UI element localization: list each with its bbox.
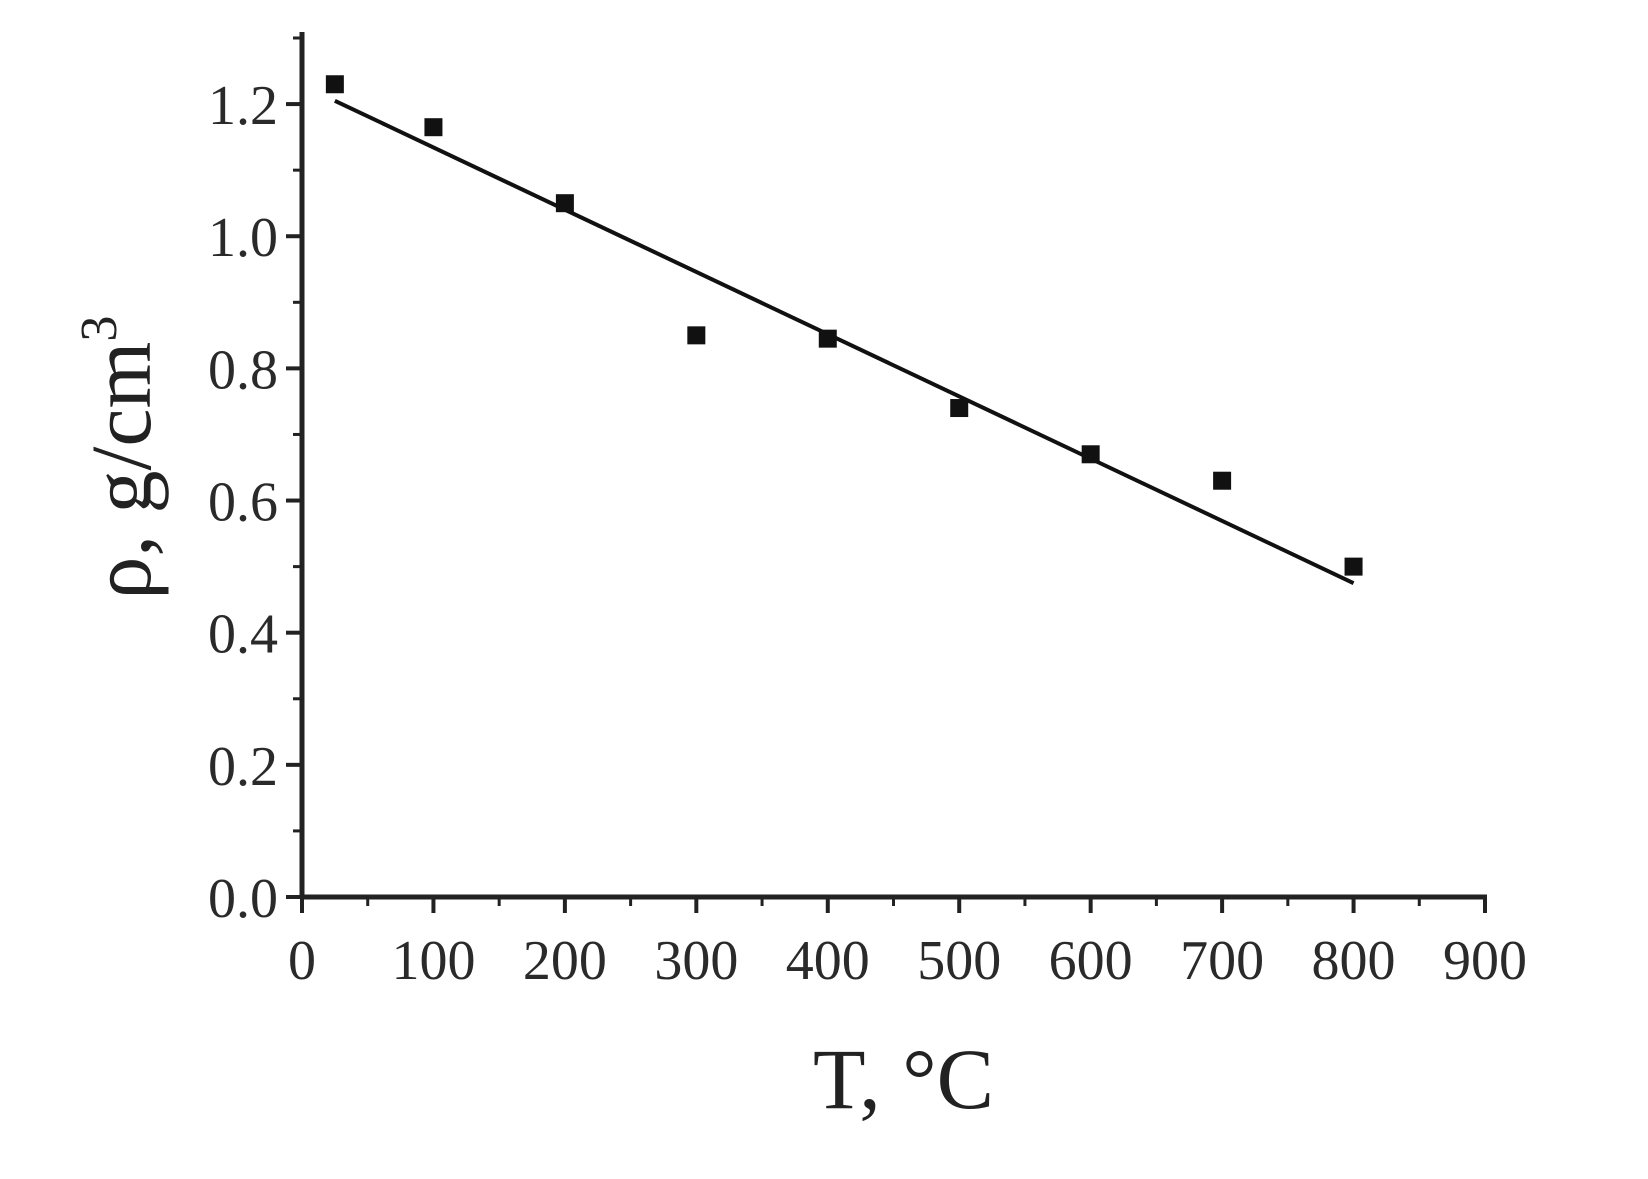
x-axis-label: T, °C xyxy=(813,1031,994,1127)
y-axis-label: ρ, g/cm3 xyxy=(71,316,169,600)
data-point xyxy=(325,75,344,94)
data-point xyxy=(1213,471,1232,490)
data-points xyxy=(325,75,1363,576)
x-tick-label: 400 xyxy=(786,930,870,992)
y-axis-ticks: 0.0 0.2 0.4 0.6 0.8 1.0 1.2 xyxy=(208,36,302,930)
x-tick-label: 500 xyxy=(917,930,1001,992)
data-point xyxy=(818,329,837,348)
x-tick-label: 600 xyxy=(1049,930,1133,992)
x-tick-label: 100 xyxy=(391,930,475,992)
data-point xyxy=(424,118,443,137)
fit-line-group xyxy=(334,98,1355,585)
y-tick-label: 1.0 xyxy=(208,207,278,269)
x-tick-label: 0 xyxy=(288,930,316,992)
data-point xyxy=(1081,445,1100,464)
y-tick-label: 1.2 xyxy=(208,75,278,137)
y-tick-label: 0.0 xyxy=(208,868,278,930)
x-tick-label: 800 xyxy=(1312,930,1396,992)
x-tick-label: 300 xyxy=(654,930,738,992)
y-tick-label: 0.6 xyxy=(208,472,278,534)
data-point xyxy=(555,194,574,213)
y-tick-label: 0.2 xyxy=(208,736,278,798)
y-tick-label: 0.8 xyxy=(208,339,278,401)
data-point xyxy=(950,399,969,418)
y-axis-label-text: ρ, g/cm xyxy=(73,342,169,600)
x-axis-ticks: 0 100 200 300 400 500 600 700 800 900 xyxy=(288,897,1527,992)
x-tick-label: 900 xyxy=(1443,930,1527,992)
fit-line xyxy=(334,98,1355,585)
data-point xyxy=(687,326,706,345)
x-tick-label: 200 xyxy=(523,930,607,992)
x-tick-label: 700 xyxy=(1180,930,1264,992)
y-axis-label-group: ρ, g/cm3 xyxy=(71,316,169,600)
y-axis-label-superscript: 3 xyxy=(71,316,128,342)
y-tick-label: 0.4 xyxy=(208,604,278,666)
axes xyxy=(299,32,1487,900)
data-point xyxy=(1344,557,1363,576)
